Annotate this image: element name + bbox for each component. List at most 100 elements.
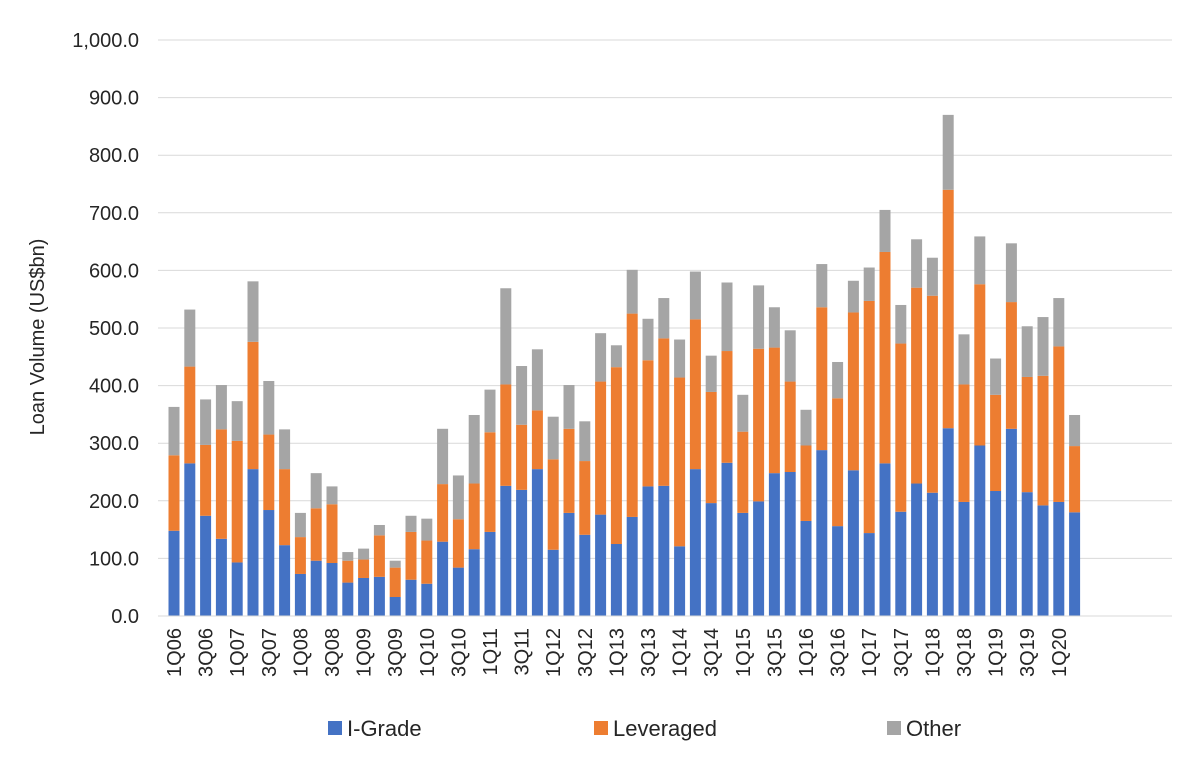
bar-i-grade-2q17 <box>879 463 891 616</box>
bar-other-3q11 <box>516 366 528 425</box>
bar-leveraged-3q08 <box>326 504 338 564</box>
bar-other-4q15 <box>784 330 796 382</box>
bar-leveraged-2q18 <box>942 189 954 429</box>
bar-i-grade-4q16 <box>847 470 859 616</box>
bar-leveraged-3q12 <box>579 461 591 535</box>
bar-leveraged-3q11 <box>516 424 528 490</box>
bar-other-3q07 <box>263 380 275 435</box>
bar-leveraged-1q15 <box>737 431 749 513</box>
bar-leveraged-1q17 <box>863 300 875 534</box>
y-tick-label: 700.0 <box>89 203 139 225</box>
bar-other-1q07 <box>231 401 243 441</box>
x-tick-label: 1Q08 <box>290 628 312 677</box>
x-tick-label: 3Q12 <box>575 628 597 677</box>
bar-leveraged-4q12 <box>595 381 607 515</box>
bar-other-2q18 <box>942 114 954 190</box>
bar-other-1q15 <box>737 394 749 432</box>
bar-other-2q14 <box>689 271 701 320</box>
bar-other-1q11 <box>484 389 496 433</box>
bar-leveraged-1q12 <box>547 459 559 550</box>
bar-other-1q18 <box>926 257 938 296</box>
bar-leveraged-2q11 <box>500 384 512 486</box>
bar-leveraged-3q10 <box>452 519 464 568</box>
bar-i-grade-3q18 <box>958 501 970 616</box>
bar-i-grade-3q19 <box>1021 492 1033 616</box>
bar-leveraged-1q19 <box>990 394 1002 492</box>
bar-i-grade-3q10 <box>452 567 464 616</box>
bar-i-grade-1q15 <box>737 512 749 616</box>
bar-i-grade-1q11 <box>484 531 496 616</box>
bar-other-1q09 <box>358 548 370 560</box>
x-axis-tick-labels: 1Q06 3Q06 1Q07 3Q07 1Q08 3Q08 1Q09 3Q09 1Q10 3Q10… <box>164 628 1071 677</box>
x-tick-label: 1Q07 <box>227 628 249 677</box>
bar-leveraged-2q09 <box>373 535 385 577</box>
bar-other-2q17 <box>879 209 891 252</box>
x-tick-label: 1Q16 <box>796 628 818 677</box>
x-tick-label: 1Q12 <box>543 628 565 677</box>
bar-leveraged-4q18 <box>974 284 986 446</box>
bar-other-4q19 <box>1037 317 1049 376</box>
bar-i-grade-4q07 <box>279 545 291 616</box>
bar-i-grade-3q14 <box>705 503 717 616</box>
x-tick-label: 1Q14 <box>670 628 692 677</box>
x-tick-label: 3Q08 <box>322 628 344 677</box>
x-tick-label: 3Q15 <box>764 628 786 677</box>
bars <box>168 114 1081 616</box>
bar-leveraged-4q17 <box>911 287 923 484</box>
bar-i-grade-2q19 <box>1005 428 1017 616</box>
bar-i-grade-3q13 <box>642 486 654 616</box>
legend: I-Grade Leveraged Other <box>328 716 961 741</box>
bar-leveraged-2q07 <box>247 341 259 470</box>
bar-i-grade-2q15 <box>753 501 765 616</box>
bar-leveraged-1q14 <box>674 377 686 547</box>
bar-i-grade-2q10 <box>437 541 449 616</box>
bar-i-grade-1q09 <box>358 577 370 616</box>
bar-i-grade-4q12 <box>595 514 607 616</box>
bar-i-grade-3q11 <box>516 489 528 616</box>
bar-other-4q13 <box>658 298 670 339</box>
bar-other-2q20 <box>1069 414 1081 447</box>
bar-i-grade-1q17 <box>863 533 875 616</box>
bar-i-grade-3q07 <box>263 510 275 616</box>
bar-i-grade-4q15 <box>784 472 796 616</box>
bar-leveraged-1q20 <box>1053 346 1065 502</box>
bar-other-1q08 <box>294 512 306 538</box>
bar-i-grade-4q08 <box>342 582 354 616</box>
bar-leveraged-1q16 <box>800 445 812 521</box>
y-tick-label: 900.0 <box>89 88 139 110</box>
bar-i-grade-1q06 <box>168 530 180 616</box>
bar-other-4q17 <box>911 239 923 288</box>
bar-leveraged-3q07 <box>263 434 275 511</box>
bar-other-3q15 <box>768 307 780 348</box>
bar-leveraged-3q17 <box>895 343 907 512</box>
bar-leveraged-1q07 <box>231 440 243 563</box>
bar-other-4q18 <box>974 236 986 285</box>
bar-i-grade-1q20 <box>1053 501 1065 616</box>
bar-leveraged-4q11 <box>531 410 543 470</box>
x-tick-label: 3Q18 <box>954 628 976 677</box>
x-tick-label: 1Q11 <box>480 628 502 675</box>
y-tick-label: 600.0 <box>89 260 139 282</box>
bar-other-4q10 <box>468 414 480 484</box>
legend-swatch-i-grade <box>328 721 342 735</box>
x-tick-label: 3Q17 <box>891 628 913 677</box>
bar-i-grade-3q16 <box>832 526 844 616</box>
bar-other-3q09 <box>389 560 401 568</box>
bar-i-grade-2q18 <box>942 428 954 616</box>
bar-leveraged-4q07 <box>279 469 291 546</box>
bar-i-grade-1q16 <box>800 520 812 616</box>
x-tick-label: 1Q15 <box>733 628 755 677</box>
bar-leveraged-2q10 <box>437 484 449 542</box>
bar-i-grade-4q14 <box>721 462 733 616</box>
bar-leveraged-2q19 <box>1005 302 1017 429</box>
bar-other-2q11 <box>500 288 512 385</box>
bar-other-1q10 <box>421 518 433 541</box>
x-tick-label: 1Q18 <box>922 628 944 677</box>
bar-i-grade-4q19 <box>1037 505 1049 616</box>
y-tick-label: 200.0 <box>89 491 139 513</box>
y-tick-label: 500.0 <box>89 318 139 340</box>
bar-other-1q17 <box>863 267 875 301</box>
bar-leveraged-1q09 <box>358 559 370 578</box>
x-tick-label: 1Q17 <box>859 628 881 677</box>
y-tick-label: 1,000.0 <box>72 30 139 52</box>
